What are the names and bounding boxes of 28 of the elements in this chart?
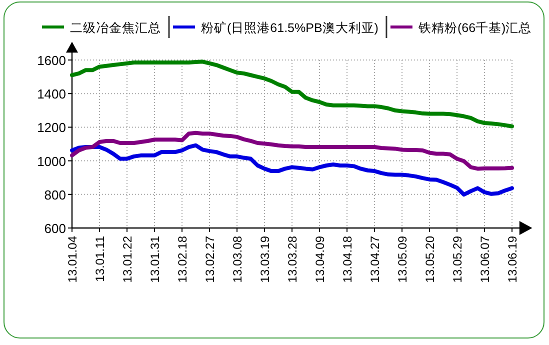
x-tick-label: 13.05.29 bbox=[450, 236, 464, 283]
legend-label: 铁精粉(66千基)汇总 bbox=[417, 21, 532, 35]
x-tick-label: 13.01.31 bbox=[148, 236, 162, 283]
line-series bbox=[70, 143, 514, 197]
line-series bbox=[70, 130, 514, 171]
x-tick-label: 13.04.27 bbox=[368, 236, 382, 283]
y-tick-label: 1200 bbox=[37, 120, 66, 136]
y-tick-label: 1400 bbox=[37, 86, 66, 102]
x-tick-label: 13.03.19 bbox=[258, 236, 272, 283]
legend-label: 二级冶金焦汇总 bbox=[70, 21, 161, 35]
x-tick-label: 13.06.07 bbox=[478, 236, 492, 283]
x-tick-label: 13.01.22 bbox=[120, 236, 134, 283]
x-tick-label: 13.05.09 bbox=[396, 236, 410, 283]
x-tick-label: 13.05.20 bbox=[423, 236, 437, 283]
x-tick-label: 13.02.27 bbox=[203, 236, 217, 283]
x-tick-label: 13.04.18 bbox=[340, 236, 354, 283]
x-tick-label: 13.03.08 bbox=[230, 236, 244, 283]
y-tick-label: 1600 bbox=[37, 53, 66, 68]
x-tick-label: 13.06.19 bbox=[506, 236, 520, 283]
x-tick-label: 13.04.09 bbox=[313, 236, 327, 283]
x-tick-label: 13.02.18 bbox=[176, 236, 190, 283]
y-tick-label: 600 bbox=[44, 221, 66, 236]
y-tick-label: 800 bbox=[44, 187, 66, 202]
y-tick-label: 1000 bbox=[37, 154, 66, 169]
legend-label: 粉矿(日照港61.5%PB澳大利亚) bbox=[201, 21, 378, 35]
x-tick-label: 13.01.11 bbox=[93, 236, 107, 282]
x-tick-label: 13.03.28 bbox=[286, 236, 300, 283]
x-tick-label: 13.01.04 bbox=[66, 236, 80, 283]
